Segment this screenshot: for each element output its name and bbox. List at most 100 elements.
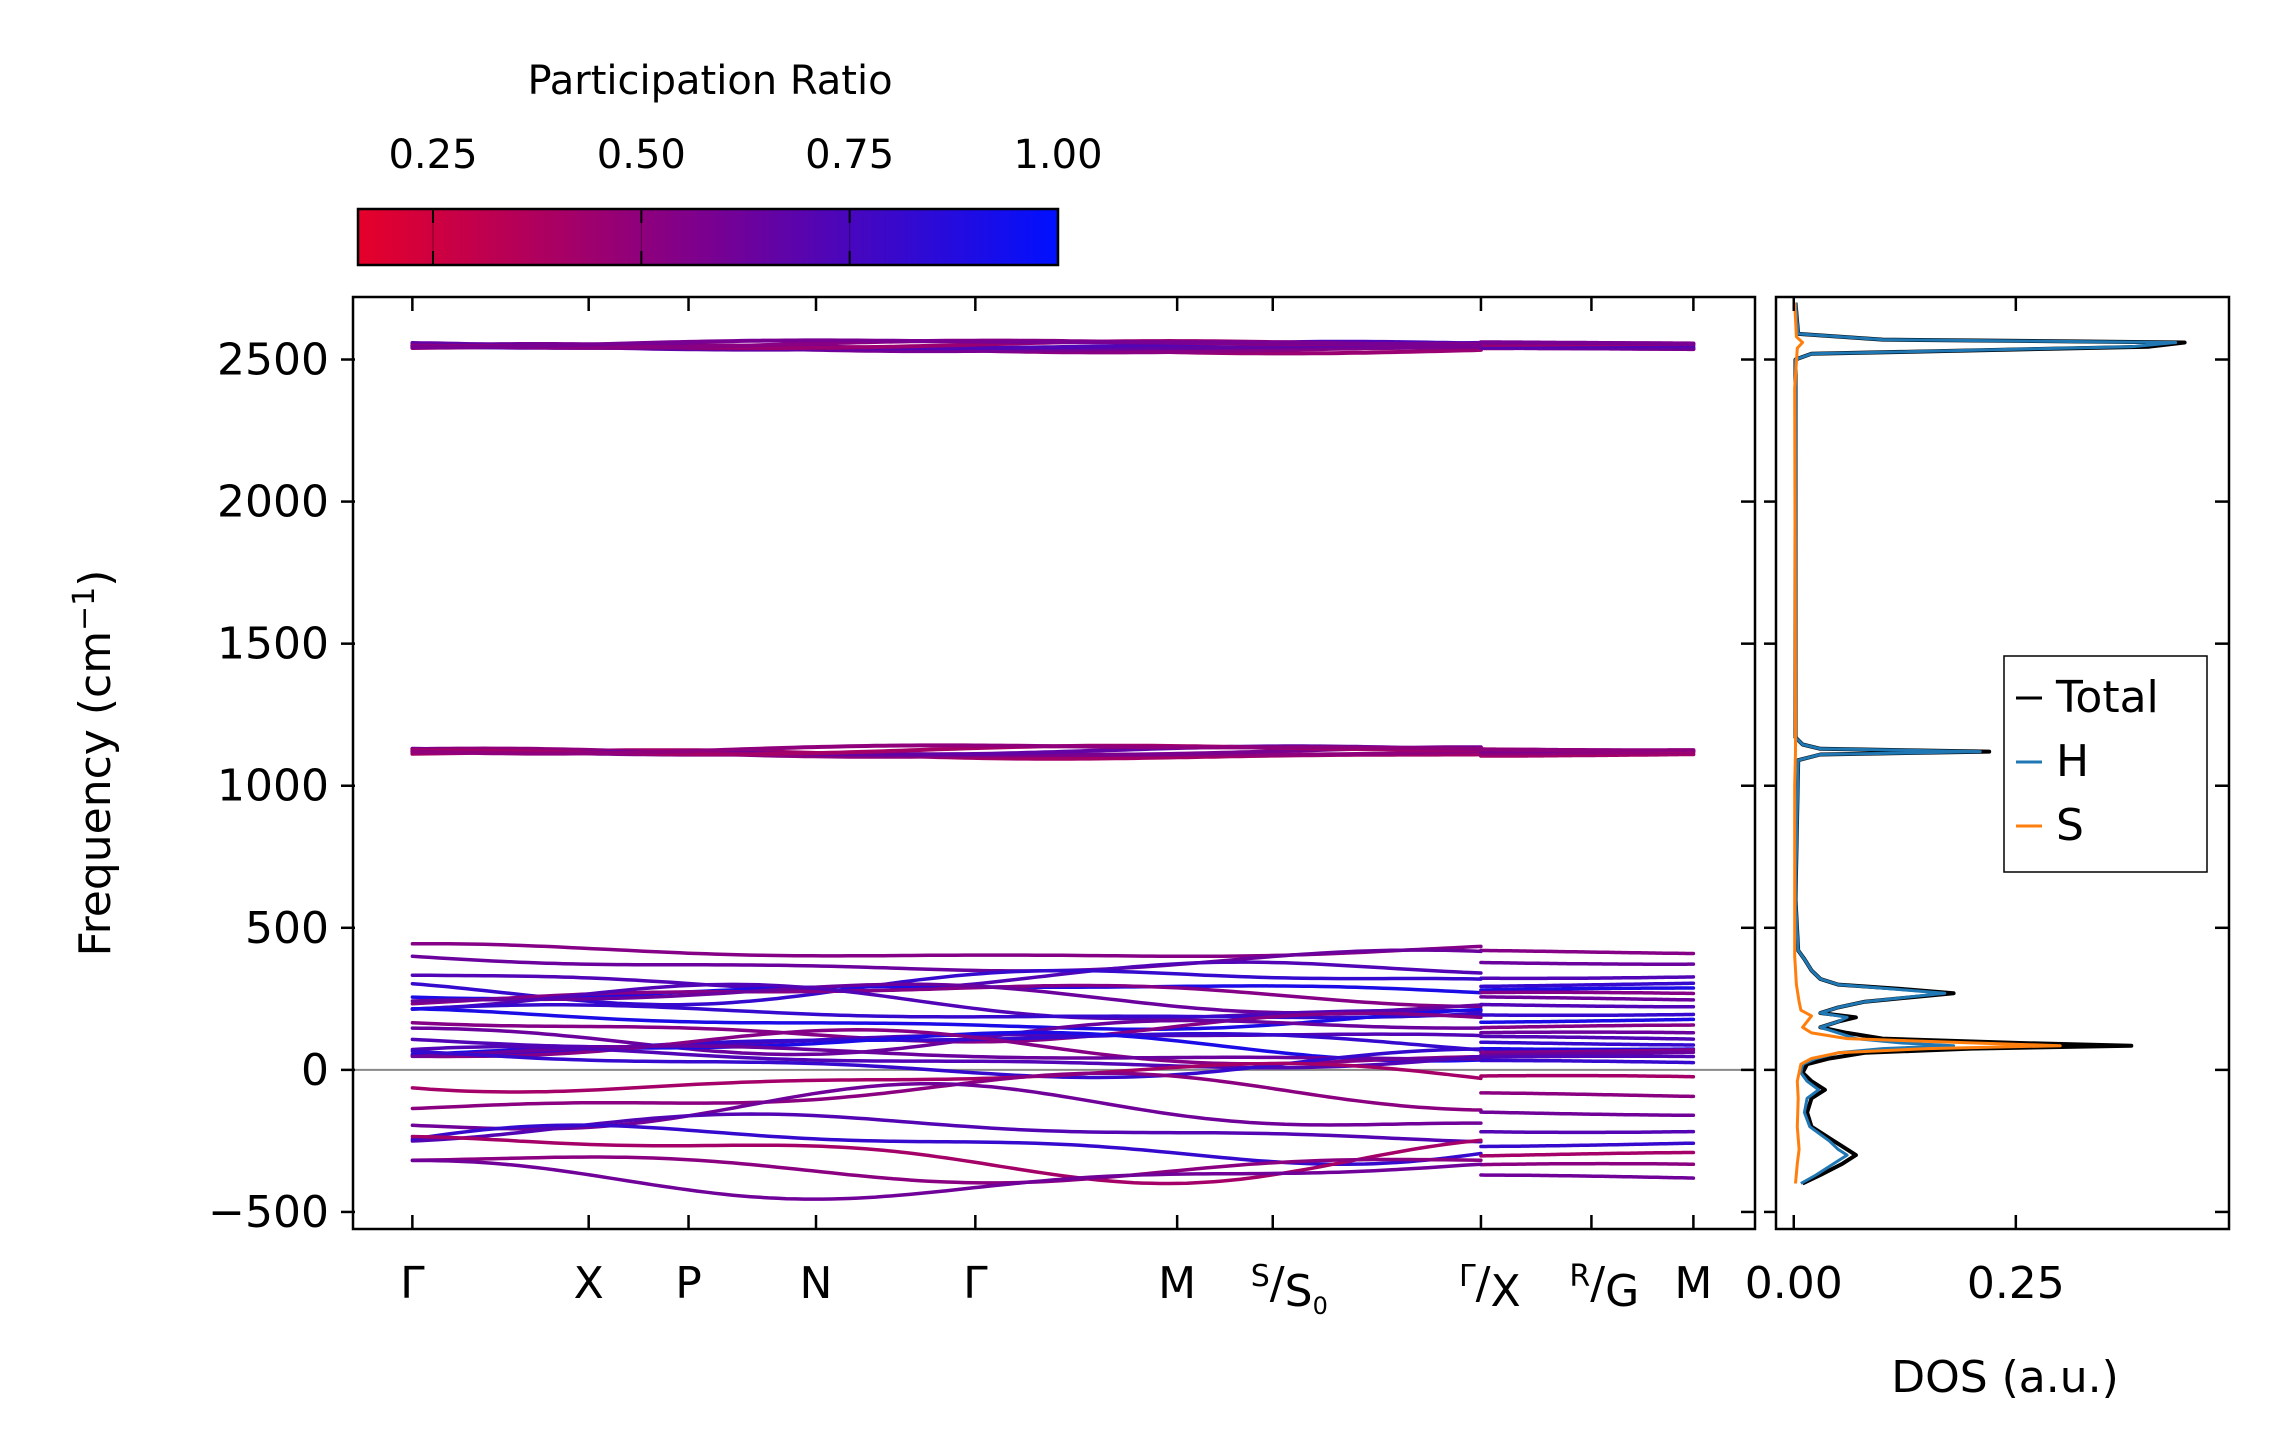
colorbar-gradient bbox=[356, 207, 1060, 267]
kpoint-label-over: S bbox=[1285, 1266, 1313, 1317]
kpoint-label: Γ bbox=[400, 1258, 425, 1309]
kpoint-label: M bbox=[1158, 1258, 1196, 1309]
kpoint-label: Γ/X bbox=[1459, 1258, 1521, 1317]
band-line-low bbox=[1479, 1012, 1696, 1018]
y-axis-label: Frequency (cm−1) bbox=[67, 570, 121, 957]
band-line-imag bbox=[410, 1123, 1483, 1166]
band-y-tick-label: 2500 bbox=[217, 335, 329, 386]
colorbar: Participation Ratio 0.25 0.50 0.75 1.00 bbox=[356, 58, 1103, 267]
band-line-low bbox=[410, 1003, 1483, 1020]
band-line-low bbox=[1479, 990, 1696, 996]
kpoint-label-pre: S bbox=[1251, 1259, 1270, 1294]
band-y-ticks: −500 0 500 1000 1500 2000 2500 bbox=[208, 335, 1755, 1238]
kpoint-label: S/S0 bbox=[1251, 1258, 1328, 1320]
band-line-low bbox=[1479, 1048, 1696, 1054]
band-line-imag bbox=[410, 1082, 1483, 1131]
colorbar-tick-label: 0.25 bbox=[388, 132, 477, 178]
y-axis-label-sup: −1 bbox=[67, 587, 102, 631]
band-line-imag bbox=[1479, 1150, 1696, 1158]
band-plot-frame bbox=[351, 295, 1757, 1231]
kpoint-label: X bbox=[574, 1258, 604, 1309]
band-line-low bbox=[410, 1047, 1483, 1080]
dos-x-axis-label: DOS (a.u.) bbox=[1891, 1352, 2119, 1403]
dos-series-s bbox=[1793, 302, 2062, 1184]
band-line-low bbox=[1479, 1040, 1696, 1047]
band-line-low bbox=[1479, 1058, 1696, 1065]
dos-x-tick-label: 0.00 bbox=[1745, 1258, 1843, 1309]
band-line-bend bbox=[410, 743, 1483, 756]
dos-x-tick-label: 0.25 bbox=[1967, 1258, 2065, 1309]
kpoint-label-slash: / bbox=[1476, 1258, 1491, 1309]
band-y-tick-label: 1000 bbox=[217, 761, 329, 812]
kpoint-label: Γ bbox=[963, 1258, 988, 1309]
band-y-tick-label: 0 bbox=[301, 1045, 329, 1096]
band-line-imag bbox=[410, 1112, 1483, 1144]
band-y-tick-label: 500 bbox=[245, 903, 329, 954]
dos-plot-frame bbox=[1774, 295, 2231, 1231]
band-line-low bbox=[410, 968, 1483, 1007]
kpoint-label-over: G bbox=[1605, 1266, 1639, 1317]
band-line-bend bbox=[1478, 747, 1696, 753]
kpoint-label: M bbox=[1674, 1258, 1712, 1309]
band-y-tick-label: 1500 bbox=[217, 619, 329, 670]
band-line-imag bbox=[1479, 1129, 1696, 1135]
band-line-low bbox=[1479, 960, 1696, 966]
kpoint-label-slash: / bbox=[1590, 1258, 1605, 1309]
band-line-imag bbox=[1479, 1161, 1696, 1167]
band-line-imag bbox=[410, 1155, 1483, 1185]
dos-panel: 0.00 0.25 DOS (a.u.) Total HS bbox=[1745, 295, 2231, 1403]
legend-box bbox=[2003, 655, 2208, 873]
band-line-bend bbox=[1478, 752, 1696, 758]
legend: Total HS bbox=[2003, 655, 2208, 873]
band-line-low bbox=[410, 1045, 1483, 1070]
legend-items: Total HS bbox=[2016, 672, 2159, 851]
y-axis-label-close: ) bbox=[70, 570, 121, 587]
kpoint-label-slash: / bbox=[1270, 1258, 1285, 1309]
kpoint-label: R/G bbox=[1569, 1258, 1639, 1317]
dos-curves bbox=[1793, 302, 2187, 1186]
colorbar-tick-label: 0.50 bbox=[597, 132, 686, 178]
band-line-low bbox=[1479, 1002, 1696, 1009]
band-line-low bbox=[1479, 1054, 1696, 1060]
band-line-imag bbox=[1479, 1091, 1696, 1099]
kpoint-label-pre: R bbox=[1569, 1259, 1590, 1294]
colorbar-title: Participation Ratio bbox=[527, 58, 892, 104]
band-line-low bbox=[1479, 981, 1696, 989]
legend-label: Total bbox=[2055, 672, 2159, 723]
kpoint-label: N bbox=[800, 1258, 833, 1309]
y-axis-label-main: Frequency (cm bbox=[70, 631, 121, 957]
phonon-bands bbox=[410, 338, 1696, 1201]
kpoint-label-sub: 0 bbox=[1313, 1292, 1328, 1320]
band-line-imag bbox=[1479, 1110, 1696, 1118]
band-y-tick-label: −500 bbox=[208, 1187, 329, 1238]
legend-label: S bbox=[2056, 800, 2084, 851]
dos-ticks: 0.00 0.25 bbox=[1745, 297, 2229, 1309]
legend-label: H bbox=[2056, 736, 2089, 787]
colorbar-ticks: 0.25 0.50 0.75 1.00 bbox=[388, 132, 1103, 265]
band-line-low bbox=[1479, 995, 1696, 1002]
band-line-low bbox=[1479, 986, 1696, 992]
kpoint-label-over: X bbox=[1490, 1266, 1520, 1317]
kpoint-label: P bbox=[675, 1258, 702, 1309]
band-line-low bbox=[1479, 1050, 1696, 1057]
dos-series-h bbox=[1794, 302, 2178, 1185]
band-line-low bbox=[1479, 1030, 1696, 1035]
band-line-stretch bbox=[1478, 340, 1696, 346]
band-x-ticks: Γ X P N Γ M S/S0Γ/X R/G M bbox=[400, 297, 1712, 1320]
band-line-imag bbox=[1479, 1141, 1696, 1149]
band-line-low bbox=[1479, 948, 1696, 956]
kpoint-label-pre: Γ bbox=[1459, 1259, 1476, 1294]
band-line-imag bbox=[1479, 1173, 1696, 1180]
band-line-imag bbox=[1479, 1073, 1696, 1079]
band-line-stretch bbox=[410, 338, 1483, 350]
band-line-imag bbox=[410, 1061, 1483, 1094]
band-line-low bbox=[1479, 1034, 1696, 1041]
band-line-low bbox=[410, 948, 1483, 973]
band-line-low bbox=[1479, 1023, 1696, 1030]
band-line-low bbox=[410, 1018, 1483, 1057]
band-line-imag bbox=[410, 1134, 1483, 1186]
band-line-low bbox=[1479, 975, 1696, 981]
band-line-low bbox=[410, 982, 1483, 1021]
band-line-imag bbox=[410, 1158, 1483, 1201]
